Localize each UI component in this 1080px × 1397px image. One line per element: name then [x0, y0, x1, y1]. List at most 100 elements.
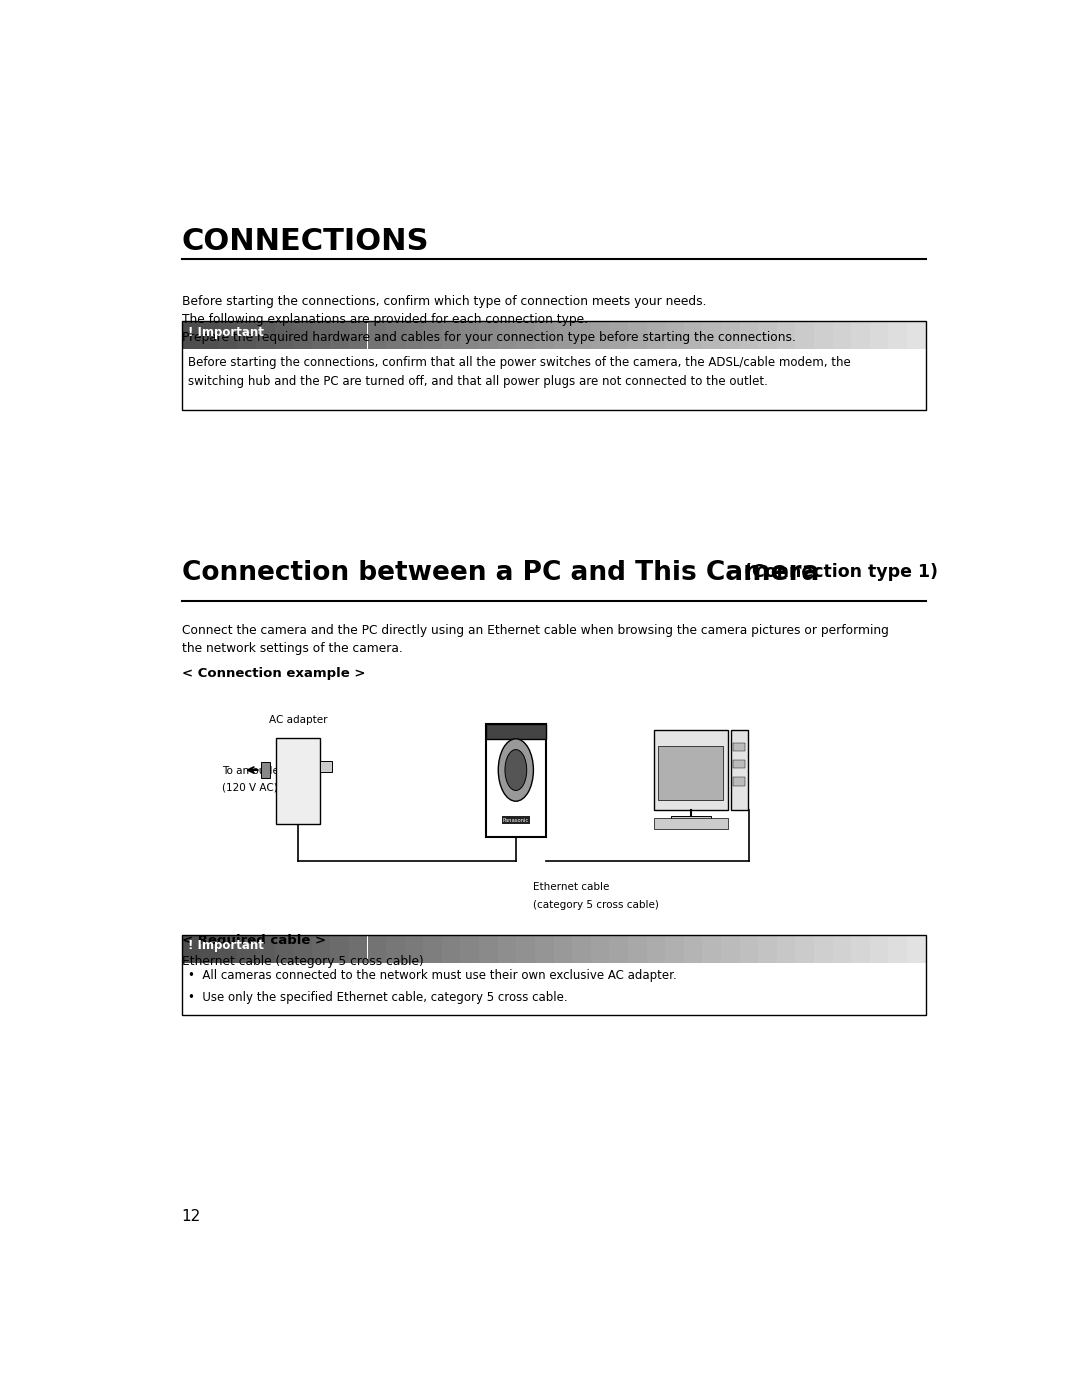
Bar: [814, 321, 833, 349]
Text: Connect the camera and the PC directly using an Ethernet cable when browsing the: Connect the camera and the PC directly u…: [181, 623, 889, 637]
Bar: [795, 935, 814, 963]
Bar: [627, 935, 647, 963]
Text: To an outlet: To an outlet: [222, 766, 283, 775]
Text: The following explanations are provided for each connection type.: The following explanations are provided …: [181, 313, 588, 326]
Text: •  Use only the specified Ethernet cable, category 5 cross cable.: • Use only the specified Ethernet cable,…: [188, 990, 568, 1003]
Bar: [535, 935, 554, 963]
Text: switching hub and the PC are turned off, and that all power plugs are not connec: switching hub and the PC are turned off,…: [188, 376, 768, 388]
Text: < Connection example >: < Connection example >: [181, 666, 365, 680]
Bar: [653, 729, 728, 810]
Bar: [733, 760, 745, 768]
Bar: [256, 935, 274, 963]
Text: AC adapter: AC adapter: [269, 715, 327, 725]
Bar: [405, 935, 423, 963]
Text: Ethernet cable: Ethernet cable: [532, 883, 609, 893]
Text: < Required cable >: < Required cable >: [181, 933, 326, 947]
Text: (Connection type 1): (Connection type 1): [738, 563, 939, 581]
Bar: [442, 321, 460, 349]
Bar: [554, 935, 572, 963]
Bar: [312, 935, 330, 963]
Bar: [256, 321, 274, 349]
Bar: [480, 935, 498, 963]
Text: Before starting the connections, confirm that all the power switches of the came: Before starting the connections, confirm…: [188, 356, 851, 369]
Bar: [777, 321, 795, 349]
Text: the network settings of the camera.: the network settings of the camera.: [181, 643, 402, 655]
Bar: [609, 935, 627, 963]
Bar: [386, 935, 405, 963]
Bar: [238, 321, 256, 349]
Bar: [721, 935, 740, 963]
Bar: [218, 321, 238, 349]
Bar: [460, 321, 480, 349]
Bar: [442, 935, 460, 963]
Bar: [740, 935, 758, 963]
Bar: [889, 935, 907, 963]
Bar: [554, 321, 572, 349]
Text: 12: 12: [181, 1208, 201, 1224]
Bar: [486, 724, 546, 837]
Text: (120 V AC): (120 V AC): [222, 782, 278, 793]
Bar: [721, 321, 740, 349]
Bar: [181, 321, 200, 349]
Bar: [907, 935, 926, 963]
Bar: [591, 935, 609, 963]
Bar: [777, 935, 795, 963]
Bar: [609, 321, 627, 349]
Bar: [349, 935, 367, 963]
Bar: [647, 935, 665, 963]
Bar: [702, 321, 721, 349]
Bar: [795, 321, 814, 349]
Bar: [261, 763, 270, 778]
Bar: [460, 935, 480, 963]
Bar: [572, 935, 591, 963]
Bar: [627, 321, 647, 349]
Bar: [851, 935, 869, 963]
Bar: [516, 935, 535, 963]
Bar: [274, 935, 293, 963]
Bar: [486, 724, 546, 739]
Bar: [731, 729, 747, 810]
Bar: [238, 935, 256, 963]
Ellipse shape: [498, 739, 534, 802]
Bar: [833, 321, 851, 349]
Text: Ethernet cable (category 5 cross cable): Ethernet cable (category 5 cross cable): [181, 956, 423, 968]
Bar: [386, 321, 405, 349]
Bar: [907, 321, 926, 349]
Text: Before starting the connections, confirm which type of connection meets your nee: Before starting the connections, confirm…: [181, 295, 706, 307]
Bar: [276, 738, 320, 824]
Text: Prepare the required hardware and cables for your connection type before startin: Prepare the required hardware and cables…: [181, 331, 795, 344]
Bar: [665, 935, 684, 963]
Bar: [367, 935, 387, 963]
Bar: [498, 321, 516, 349]
Ellipse shape: [505, 750, 527, 791]
Bar: [405, 321, 423, 349]
Bar: [349, 321, 367, 349]
Bar: [423, 935, 442, 963]
Bar: [740, 321, 758, 349]
Bar: [591, 321, 609, 349]
Bar: [535, 321, 554, 349]
Bar: [480, 321, 498, 349]
Text: ! Important: ! Important: [188, 939, 265, 951]
Bar: [733, 743, 745, 752]
Bar: [665, 321, 684, 349]
Bar: [758, 321, 777, 349]
Bar: [498, 935, 516, 963]
Bar: [330, 935, 349, 963]
Bar: [653, 817, 728, 828]
Bar: [647, 321, 665, 349]
Bar: [320, 761, 332, 773]
Text: Connection between a PC and This Camera: Connection between a PC and This Camera: [181, 560, 819, 587]
Bar: [684, 321, 702, 349]
Bar: [758, 935, 777, 963]
Bar: [869, 321, 889, 349]
Bar: [889, 321, 907, 349]
Bar: [200, 935, 218, 963]
Bar: [814, 935, 833, 963]
Bar: [869, 935, 889, 963]
Bar: [702, 935, 721, 963]
Bar: [293, 321, 312, 349]
Bar: [833, 935, 851, 963]
Text: (category 5 cross cable): (category 5 cross cable): [532, 900, 659, 909]
Bar: [572, 321, 591, 349]
